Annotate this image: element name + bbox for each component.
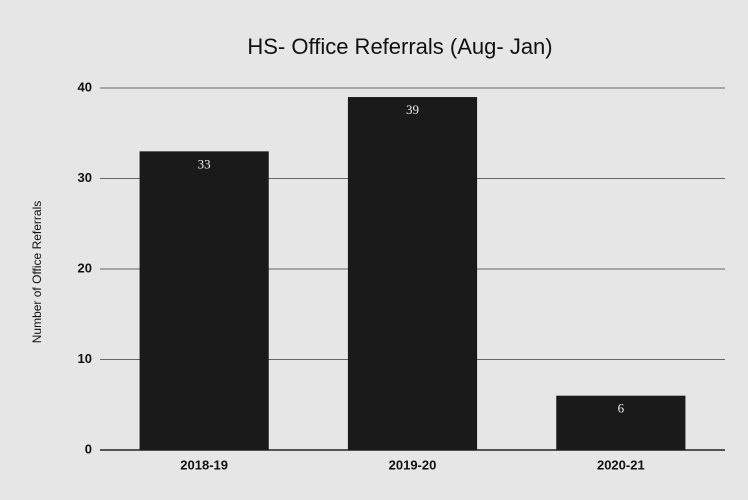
bar (556, 395, 686, 450)
x-tick-label: 2020-21 (597, 457, 645, 472)
y-tick-label: 40 (78, 79, 92, 94)
chart-title: HS- Office Referrals (Aug- Jan) (247, 34, 552, 59)
value-label: 6 (618, 401, 625, 416)
bar (347, 97, 478, 451)
y-tick-label: 0 (85, 441, 92, 456)
value-label: 39 (406, 102, 419, 117)
x-tick-label: 2019-20 (389, 457, 437, 472)
y-tick-label: 20 (78, 260, 92, 275)
y-tick-label: 30 (78, 170, 92, 185)
y-axis-label: Number of Office Referrals (30, 201, 44, 344)
y-tick-label: 10 (78, 351, 92, 366)
value-label: 33 (198, 156, 211, 171)
x-tick-label: 2018-19 (180, 457, 228, 472)
bar (139, 151, 269, 450)
